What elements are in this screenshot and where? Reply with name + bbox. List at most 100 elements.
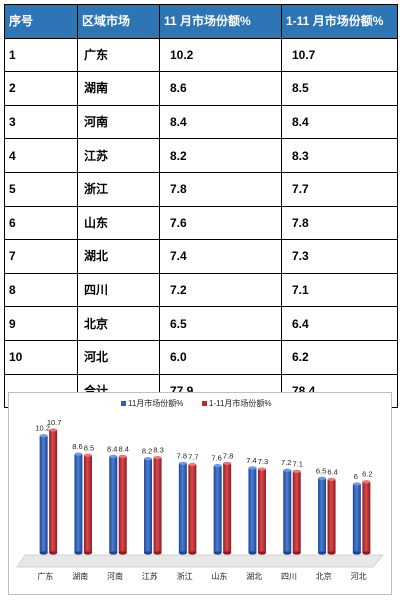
november-share-cell: 8.6	[159, 71, 282, 106]
value-label: 8.6	[72, 442, 82, 451]
region-cell: 四川	[77, 272, 160, 308]
legend-label: 1-11月市场份额%	[209, 398, 272, 408]
bar-top-cap	[188, 462, 197, 467]
x-tick-label: 湖南	[72, 571, 88, 581]
bar-top-cap	[327, 477, 336, 481]
bar-base-cap	[292, 551, 301, 555]
value-label: 7.8	[223, 451, 233, 460]
table-row: 6 山东 7.6 7.8	[4, 205, 398, 241]
region-cell: 江苏	[77, 138, 160, 173]
rank-cell: 8	[4, 272, 78, 308]
region-cell: 山东	[77, 205, 160, 241]
x-tick-label: 江苏	[142, 571, 158, 581]
november-share-cell: 10.2	[159, 37, 282, 73]
header-region: 区域市场	[77, 4, 160, 39]
bar-november	[213, 465, 222, 553]
bar-top-cap	[292, 469, 301, 473]
rank-cell: 9	[4, 306, 78, 341]
ytd-share-cell: 6.4	[281, 306, 398, 341]
value-label: 8.2	[142, 447, 152, 456]
bar-november	[248, 467, 257, 553]
bar-top-cap	[109, 454, 118, 458]
x-tick-label: 北京	[316, 571, 332, 581]
region-cell: 河南	[77, 104, 160, 140]
november-share-cell: 6.5	[159, 306, 282, 341]
value-label: 6.2	[362, 470, 372, 479]
bar-top-cap	[74, 452, 83, 456]
bar-chart: 11月市场份额% 1-11月市场份额% 10.2 10.7 8.6 8.5 8.4 8.4 8…	[8, 392, 392, 595]
ytd-share-cell: 7.3	[281, 239, 398, 274]
value-label: 8.3	[153, 446, 163, 455]
bar-base-cap	[39, 551, 48, 555]
bar-top-cap	[144, 457, 153, 461]
table-row: 10 河北 6.0 6.2	[4, 339, 398, 375]
bar-base-cap	[248, 551, 257, 555]
ytd-share-cell: 8.5	[281, 71, 398, 106]
region-cell: 广东	[77, 37, 160, 73]
bar-base-cap	[213, 551, 222, 555]
bar-ytd	[257, 469, 266, 553]
chart-value-labels: 10.210.78.6 8.5 8.4 8.4 8.2 8.37.8 7.7 7.6 7.87.…	[35, 418, 372, 481]
bar-top-cap	[318, 476, 327, 480]
value-label: 6	[354, 472, 358, 481]
bar-top-cap	[39, 434, 48, 438]
bar-top-cap	[153, 455, 162, 460]
bar-top-cap	[83, 453, 92, 457]
header-ytd-share: 1-11 月市场份额%	[281, 4, 398, 39]
value-label: 7.7	[188, 452, 198, 461]
value-label: 10.7	[47, 418, 62, 427]
bar-base-cap	[283, 551, 292, 555]
ytd-share-cell: 8.3	[281, 138, 398, 173]
region-cell: 湖北	[77, 239, 160, 274]
legend-swatch	[202, 401, 207, 406]
bar-top-cap	[213, 464, 222, 468]
region-cell: 浙江	[77, 171, 160, 207]
bar-base-cap	[188, 551, 197, 555]
chart-x-tick-labels: 广东 湖南 河南 江苏 浙江 山东 湖北 四川 北京 河北	[37, 571, 366, 581]
ytd-share-cell: 7.1	[281, 272, 398, 308]
x-tick-label: 山东	[211, 571, 227, 581]
table-row: 2 湖南 8.6 8.5	[4, 71, 398, 106]
bar-ytd	[188, 464, 197, 553]
bar-base-cap	[257, 551, 266, 555]
bar-ytd	[327, 479, 336, 553]
x-tick-label: 四川	[281, 572, 297, 581]
ytd-share-cell: 7.7	[281, 171, 398, 207]
value-label: 7.2	[281, 458, 291, 467]
ytd-share-cell: 7.8	[281, 205, 398, 241]
bar-ytd	[362, 481, 371, 553]
x-tick-label: 广东	[37, 571, 53, 581]
table-row: 9 北京 6.5 6.4	[4, 306, 398, 341]
bar-top-cap	[257, 467, 266, 471]
bar-ytd	[223, 463, 232, 553]
chart-legend: 11月市场份额% 1-11月市场份额%	[121, 398, 272, 408]
rank-cell: 5	[4, 171, 78, 207]
rank-cell: 7	[4, 239, 78, 274]
region-cell: 湖南	[77, 71, 160, 106]
rank-cell: 2	[4, 71, 78, 106]
value-label: 7.3	[258, 457, 268, 466]
legend-label: 11月市场份额%	[128, 398, 183, 408]
bar-november	[352, 484, 361, 553]
legend-swatch	[121, 401, 126, 406]
x-tick-label: 河南	[107, 571, 123, 581]
bar-base-cap	[362, 551, 371, 555]
bar-base-cap	[223, 551, 232, 555]
bar-ytd	[118, 456, 127, 553]
table-header-row: 序号 区域市场 11 月市场份额% 1-11 月市场份额%	[4, 4, 398, 39]
value-label: 8.4	[107, 444, 117, 453]
header-november-share: 11 月市场份额%	[159, 4, 282, 39]
bar-november	[144, 458, 153, 553]
x-tick-label: 河北	[351, 571, 367, 581]
bar-base-cap	[178, 551, 187, 555]
bar-ytd	[49, 429, 58, 553]
bar-base-cap	[144, 551, 153, 555]
bar-top-cap	[352, 482, 361, 486]
bar-ytd	[83, 455, 92, 553]
bar-top-cap	[223, 461, 232, 465]
value-label: 8.4	[119, 444, 129, 453]
november-share-cell: 8.2	[159, 138, 282, 173]
ytd-share-cell: 8.4	[281, 104, 398, 140]
bar-november	[178, 463, 187, 553]
november-share-cell: 7.8	[159, 171, 282, 207]
